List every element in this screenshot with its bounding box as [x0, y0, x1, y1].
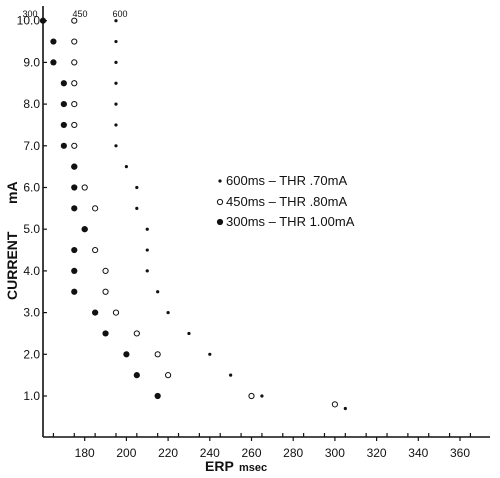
legend-entry: 450ms – THR .80mA [226, 194, 347, 209]
data-point [60, 80, 67, 87]
data-point [165, 372, 172, 379]
data-point [260, 394, 264, 398]
data-point [39, 17, 47, 24]
series-top-labels: 300 450 600 [22, 9, 127, 19]
y-tick-label: 1.0 [23, 389, 40, 403]
data-points [39, 17, 347, 411]
data-point [102, 330, 109, 337]
data-point [71, 59, 78, 66]
data-point [218, 179, 222, 183]
series-top-label: 450 [72, 9, 87, 19]
data-point [81, 226, 88, 233]
data-point [208, 352, 212, 356]
data-point [102, 267, 109, 274]
y-tick-label: 7.0 [23, 139, 40, 153]
y-tick-label: 6.0 [23, 181, 40, 195]
data-point [60, 121, 67, 129]
data-point [124, 165, 128, 169]
data-point [71, 142, 78, 149]
data-point [112, 309, 120, 316]
data-point [114, 144, 118, 148]
data-point [114, 123, 118, 127]
data-point [71, 267, 78, 274]
data-point [114, 19, 118, 23]
data-point [135, 206, 139, 210]
y-axis-title: CURRENT [4, 231, 20, 300]
x-tick-label: 240 [200, 446, 220, 460]
data-point [71, 205, 78, 212]
data-point [187, 331, 191, 336]
x-tick-label: 340 [408, 446, 428, 460]
x-tick-label: 220 [158, 446, 178, 460]
data-point [71, 38, 78, 45]
y-tick-label: 5.0 [23, 222, 40, 236]
data-point [331, 401, 338, 408]
data-point [71, 121, 78, 129]
data-point [114, 81, 118, 85]
y-axis-unit: mA [4, 181, 20, 204]
data-point [114, 102, 118, 106]
x-tick-label: 260 [241, 446, 261, 460]
data-point [216, 198, 224, 206]
data-point [92, 246, 99, 254]
x-axis-unit: msec [239, 462, 267, 474]
y-tick-labels: 1.0 2.0 3.0 4.0 5.0 6.0 7.0 8.0 9.0 10.0 [17, 14, 47, 403]
x-tick-labels: 180 200 220 240 260 280 300 320 340 360 [52, 433, 472, 460]
data-point [145, 269, 149, 273]
data-point [114, 39, 118, 44]
data-point [81, 184, 88, 191]
y-tick-label: 2.0 [23, 347, 40, 361]
series-top-label: 600 [112, 9, 127, 19]
data-point [133, 372, 140, 379]
data-point [71, 101, 78, 108]
data-point [102, 288, 109, 295]
series-top-label: 300 [22, 9, 37, 19]
data-point [145, 248, 149, 252]
x-tick-label: 300 [325, 446, 345, 460]
y-tick-label: 3.0 [23, 306, 40, 320]
x-tick-label: 320 [367, 446, 387, 460]
y-tick-label: 10.0 [17, 14, 41, 28]
data-point [71, 184, 78, 191]
legend-entry: 300ms – THR 1.00mA [226, 214, 355, 229]
x-tick-label: 360 [450, 446, 470, 460]
data-point [114, 60, 118, 64]
data-point [71, 163, 78, 170]
axes [42, 6, 490, 438]
data-point [133, 330, 140, 337]
data-point [92, 309, 99, 316]
data-point [60, 101, 67, 108]
data-point [154, 351, 161, 358]
data-point [50, 38, 57, 45]
x-tick-label: 280 [283, 446, 303, 460]
data-point [154, 392, 161, 400]
y-tick-label: 8.0 [23, 97, 40, 111]
data-point [343, 406, 347, 411]
data-point [248, 392, 255, 400]
data-point [50, 59, 57, 66]
y-tick-label: 4.0 [23, 264, 40, 278]
data-point [156, 290, 160, 294]
data-point [71, 288, 78, 295]
data-point [229, 373, 233, 377]
data-point [145, 227, 149, 231]
data-point [60, 142, 67, 149]
y-tick-label: 9.0 [23, 55, 40, 69]
data-point [216, 218, 224, 226]
data-point [71, 17, 78, 24]
legend-entry: 600ms – THR .70mA [226, 173, 347, 188]
x-tick-label: 200 [116, 446, 136, 460]
data-point [92, 205, 99, 212]
data-point [166, 311, 170, 315]
legend: 600ms – THR .70mA 450ms – THR .80mA 300ms … [216, 173, 355, 229]
x-axis-title: ERP [205, 458, 234, 474]
data-point [71, 246, 78, 254]
data-point [135, 185, 139, 190]
data-point [71, 80, 78, 87]
data-point [123, 351, 130, 358]
x-tick-label: 180 [75, 446, 95, 460]
